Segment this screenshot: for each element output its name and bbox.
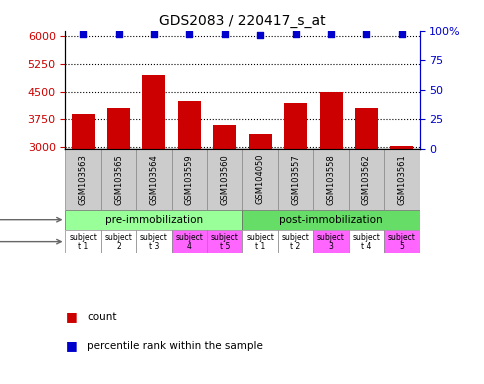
Text: GSM103560: GSM103560 — [220, 154, 229, 205]
Point — [362, 31, 370, 37]
Point — [397, 31, 405, 38]
Text: count: count — [87, 312, 117, 322]
Bar — [390, 146, 412, 149]
Bar — [171, 149, 207, 210]
Text: pre-immobilization: pre-immobilization — [105, 215, 203, 225]
Text: 3: 3 — [328, 242, 333, 251]
Text: t 1: t 1 — [255, 242, 265, 251]
Text: subject: subject — [211, 233, 238, 242]
Bar — [72, 114, 94, 149]
Bar — [101, 230, 136, 253]
Text: GSM103562: GSM103562 — [361, 154, 370, 205]
Bar — [277, 149, 313, 210]
Text: post-immobilization: post-immobilization — [279, 215, 382, 225]
Text: subject: subject — [387, 233, 415, 242]
Text: individual: individual — [0, 237, 61, 247]
Title: GDS2083 / 220417_s_at: GDS2083 / 220417_s_at — [159, 14, 325, 28]
Text: t 1: t 1 — [78, 242, 88, 251]
Text: 4: 4 — [186, 242, 192, 251]
Bar — [383, 230, 419, 253]
Point — [326, 31, 334, 37]
Bar — [354, 108, 377, 149]
Point — [220, 31, 228, 38]
Bar — [383, 149, 419, 210]
Point — [150, 30, 157, 36]
Text: 5: 5 — [398, 242, 404, 251]
Text: GSM103565: GSM103565 — [114, 154, 123, 205]
Bar — [65, 230, 101, 253]
Bar — [207, 230, 242, 253]
Text: GSM103558: GSM103558 — [326, 154, 335, 205]
Text: GSM103557: GSM103557 — [290, 154, 300, 205]
Point — [185, 31, 193, 37]
Bar — [213, 125, 236, 149]
Bar — [101, 149, 136, 210]
Text: subject: subject — [246, 233, 273, 242]
Bar — [248, 134, 271, 149]
Point — [114, 31, 122, 37]
Text: subject: subject — [352, 233, 379, 242]
Text: ■: ■ — [65, 339, 77, 352]
Bar — [171, 230, 207, 253]
Bar — [319, 92, 342, 149]
Text: percentile rank within the sample: percentile rank within the sample — [87, 341, 263, 351]
Text: GSM103559: GSM103559 — [184, 154, 194, 205]
Bar — [142, 75, 165, 149]
Bar — [242, 210, 419, 230]
Text: stress: stress — [0, 215, 61, 225]
Text: t 2: t 2 — [290, 242, 300, 251]
Text: subject: subject — [317, 233, 344, 242]
Bar — [313, 230, 348, 253]
Text: GSM103561: GSM103561 — [396, 154, 406, 205]
Bar — [107, 108, 130, 149]
Text: t 5: t 5 — [219, 242, 229, 251]
Bar — [284, 103, 306, 149]
Text: t 4: t 4 — [361, 242, 371, 251]
Text: subject: subject — [140, 233, 167, 242]
Text: GSM104050: GSM104050 — [255, 154, 264, 204]
Point — [256, 32, 263, 38]
Point — [291, 31, 299, 37]
Text: subject: subject — [281, 233, 309, 242]
Text: GSM103564: GSM103564 — [149, 154, 158, 205]
Text: ■: ■ — [65, 310, 77, 323]
Bar — [136, 230, 171, 253]
Text: subject: subject — [175, 233, 203, 242]
Bar — [136, 149, 171, 210]
Text: subject: subject — [105, 233, 132, 242]
Bar — [242, 230, 277, 253]
Bar — [313, 149, 348, 210]
Bar — [242, 149, 277, 210]
Point — [79, 31, 87, 37]
Text: 2: 2 — [116, 242, 121, 251]
Bar — [277, 230, 313, 253]
Bar — [348, 149, 383, 210]
Bar — [207, 149, 242, 210]
Bar — [348, 230, 383, 253]
Bar — [65, 149, 101, 210]
Text: t 3: t 3 — [149, 242, 159, 251]
Bar — [178, 101, 200, 149]
Text: GSM103563: GSM103563 — [78, 154, 88, 205]
Text: subject: subject — [69, 233, 97, 242]
Bar — [65, 210, 242, 230]
